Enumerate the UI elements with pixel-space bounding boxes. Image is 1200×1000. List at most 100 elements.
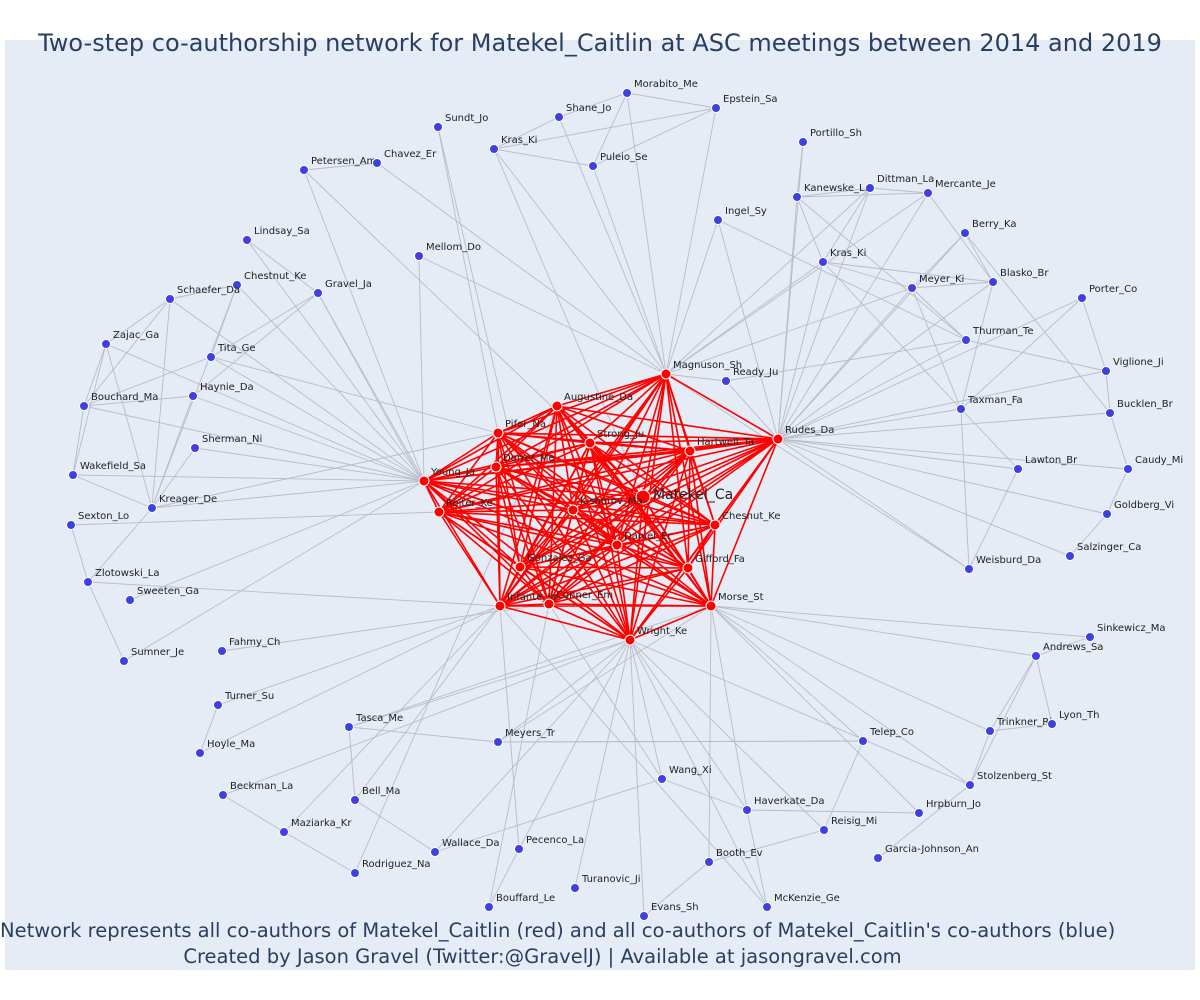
node-marker[interactable]: [218, 790, 228, 800]
node-marker[interactable]: [484, 902, 494, 912]
node-marker[interactable]: [721, 376, 731, 386]
node-marker[interactable]: [858, 736, 868, 746]
node-marker[interactable]: [907, 283, 917, 293]
node-marker[interactable]: [101, 339, 111, 349]
node-marker[interactable]: [433, 506, 445, 518]
node-marker[interactable]: [988, 277, 998, 287]
node-shane_jo[interactable]: Shane_Jo: [554, 103, 612, 122]
node-marker[interactable]: [79, 401, 89, 411]
node-kras_ki[interactable]: Kras_Ki: [818, 248, 867, 267]
node-conner_em[interactable]: Conner_Em: [543, 590, 613, 610]
node-marker[interactable]: [493, 737, 503, 747]
node-marker[interactable]: [514, 844, 524, 854]
node-weisburd_da[interactable]: Weisburd_Da: [964, 555, 1042, 574]
node-mercante_je[interactable]: Mercante_Je: [923, 179, 996, 198]
node-marker[interactable]: [660, 368, 672, 380]
node-marker[interactable]: [1102, 509, 1112, 519]
node-telep_co[interactable]: Telep_Co: [858, 727, 914, 746]
node-marker[interactable]: [792, 192, 802, 202]
node-wakefield_sa[interactable]: Wakefield_Sa: [68, 461, 147, 480]
node-tasca_me[interactable]: Tasca_Me: [344, 713, 404, 732]
node-wang_xi[interactable]: Wang_Xi: [657, 765, 712, 784]
node-andrews_sa[interactable]: Andrews_Sa: [1031, 642, 1104, 661]
node-berry_ka[interactable]: Berry_Ka: [960, 219, 1017, 238]
node-marker[interactable]: [570, 883, 580, 893]
node-marker[interactable]: [217, 646, 227, 656]
node-sumner_je[interactable]: Sumner_Je: [119, 647, 185, 666]
node-marker[interactable]: [709, 519, 721, 531]
node-sherman_ni[interactable]: Sherman_Ni: [190, 434, 263, 453]
node-marker[interactable]: [147, 503, 157, 513]
node-marker[interactable]: [1105, 408, 1115, 418]
node-mckenzie_ge[interactable]: McKenzie_Ge: [762, 893, 840, 912]
node-turanovic_ji[interactable]: Turanovic_Ji: [570, 874, 641, 893]
node-kreager_de[interactable]: Kreager_De: [147, 494, 218, 513]
node-marker[interactable]: [622, 88, 632, 98]
node-marker[interactable]: [418, 475, 430, 487]
node-pifer_na[interactable]: Pifer_Na: [492, 419, 546, 439]
node-marker[interactable]: [490, 461, 502, 473]
node-marker[interactable]: [588, 161, 598, 171]
node-marker[interactable]: [704, 857, 714, 867]
node-chestnut_ke[interactable]: Chestnut_Ke: [232, 271, 307, 290]
node-chavez_er[interactable]: Chavez_Er: [372, 149, 438, 168]
node-marker[interactable]: [711, 103, 721, 113]
node-marker[interactable]: [742, 805, 752, 815]
node-gifford_fa[interactable]: Gifford_Fa: [682, 554, 745, 574]
node-meyers_tr[interactable]: Meyers_Tr: [493, 728, 556, 747]
node-marker[interactable]: [1123, 464, 1133, 474]
node-porter_co[interactable]: Porter_Co: [1077, 284, 1138, 303]
node-puleio_se[interactable]: Puleio_Se: [588, 152, 648, 171]
node-marker[interactable]: [372, 158, 382, 168]
node-booth_ev[interactable]: Booth_Ev: [704, 848, 763, 867]
node-schaefer_da[interactable]: Schaefer_Da: [165, 285, 241, 304]
node-rodriguez_na[interactable]: Rodriguez_Na: [350, 859, 431, 878]
node-lyon_th[interactable]: Lyon_Th: [1047, 710, 1100, 729]
node-marker[interactable]: [299, 165, 309, 175]
node-marker[interactable]: [873, 853, 883, 863]
node-hrpburn_jo[interactable]: Hrpburn_Jo: [914, 799, 982, 818]
node-wright_ke[interactable]: Wright_Ke: [624, 626, 687, 646]
node-marker[interactable]: [494, 600, 506, 612]
node-fahmy_ch[interactable]: Fahmy_Ch: [217, 637, 281, 656]
node-marker[interactable]: [705, 600, 717, 612]
node-marker[interactable]: [1013, 464, 1023, 474]
node-marker[interactable]: [956, 404, 966, 414]
node-marker[interactable]: [1065, 551, 1075, 561]
node-zlotowski_la[interactable]: Zlotowski_La: [83, 568, 160, 587]
node-marker[interactable]: [818, 257, 828, 267]
node-sinkewicz_ma[interactable]: Sinkewicz_Ma: [1085, 623, 1166, 642]
node-blasko_br[interactable]: Blasko_Br: [988, 268, 1050, 287]
node-goldberg_vi[interactable]: Goldberg_Vi: [1102, 500, 1175, 519]
node-marker[interactable]: [985, 726, 995, 736]
node-marker[interactable]: [624, 634, 636, 646]
node-marker[interactable]: [554, 112, 564, 122]
node-dittman_la[interactable]: Dittman_La: [865, 174, 935, 193]
node-marker[interactable]: [762, 902, 772, 912]
node-marker[interactable]: [188, 391, 198, 401]
node-marker[interactable]: [639, 911, 649, 921]
node-marker[interactable]: [684, 445, 696, 457]
node-marker[interactable]: [1085, 632, 1095, 642]
node-bouffard_le[interactable]: Bouffard_Le: [484, 893, 556, 912]
node-tita_ge[interactable]: Tita_Ge: [206, 343, 256, 362]
node-marker[interactable]: [567, 504, 579, 516]
node-maziarka_kr[interactable]: Maziarka_Kr: [279, 818, 353, 837]
node-evans_sh[interactable]: Evans_Sh: [639, 902, 699, 921]
node-bouchard_ma[interactable]: Bouchard_Ma: [79, 392, 159, 411]
node-epstein_sa[interactable]: Epstein_Sa: [711, 94, 778, 113]
node-rudes_da[interactable]: Rudes_Da: [772, 425, 834, 445]
node-turner_su[interactable]: Turner_Su: [213, 691, 275, 710]
node-marker[interactable]: [350, 795, 360, 805]
node-lawton_br[interactable]: Lawton_Br: [1013, 455, 1079, 474]
node-marker[interactable]: [350, 868, 360, 878]
node-marker[interactable]: [206, 352, 216, 362]
node-marker[interactable]: [492, 427, 504, 439]
node-ingel_sy[interactable]: Ingel_Sy: [713, 206, 767, 225]
node-sexton_lo[interactable]: Sexton_Lo: [66, 511, 130, 530]
node-kras_ki[interactable]: Kras_Ki: [489, 135, 538, 154]
node-magnuson_sh[interactable]: Magnuson_Sh: [660, 360, 742, 380]
node-reisig_mi[interactable]: Reisig_Mi: [819, 816, 878, 835]
node-marker[interactable]: [798, 137, 808, 147]
